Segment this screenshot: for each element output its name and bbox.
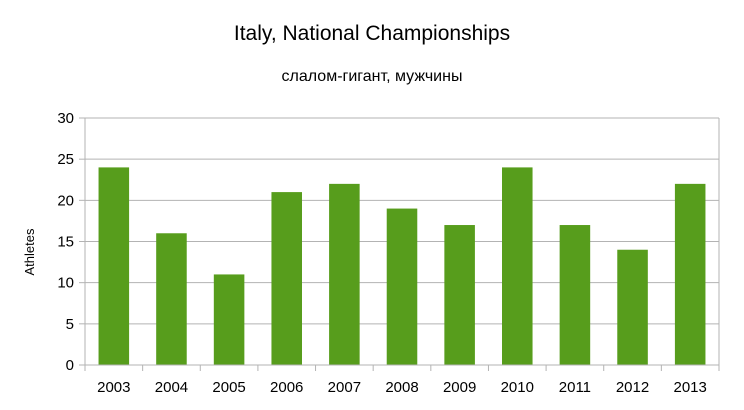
- bar-2003: [98, 167, 130, 365]
- bar-2012: [617, 249, 648, 365]
- bar-2005: [213, 274, 245, 365]
- x-tick-label: 2006: [270, 379, 303, 396]
- x-tick-label: 2005: [212, 379, 245, 396]
- bar-2007: [329, 183, 360, 365]
- y-tick-label: 0: [66, 357, 74, 374]
- x-tick-label: 2004: [155, 379, 188, 396]
- x-tick-label: 2013: [673, 379, 706, 396]
- x-tick-label: 2010: [501, 379, 534, 396]
- bar-2008: [386, 208, 418, 365]
- bar-2006: [271, 192, 303, 365]
- bar-2009: [444, 225, 475, 365]
- y-tick-label: 30: [57, 110, 74, 127]
- y-tick-label: 20: [57, 192, 74, 209]
- bar-2004: [156, 233, 187, 365]
- bar-2013: [674, 183, 706, 365]
- y-tick-label: 10: [57, 275, 74, 292]
- y-tick-label: 25: [57, 151, 74, 168]
- chart-title: Italy, National Championships: [234, 22, 510, 45]
- x-tick-label: 2008: [385, 379, 418, 396]
- x-tick-label: 2007: [328, 379, 361, 396]
- y-tick-label: 5: [66, 316, 74, 333]
- bar-2010: [501, 167, 533, 365]
- x-tick-label: 2009: [443, 379, 476, 396]
- bar-2011: [559, 225, 591, 365]
- x-tick-label: 2003: [97, 379, 130, 396]
- x-tick-label: 2012: [616, 379, 649, 396]
- chart-subtitle: слалом-гигант, мужчины: [282, 68, 463, 85]
- y-tick-label: 15: [57, 234, 74, 251]
- y-axis-title: Athletes: [22, 228, 37, 275]
- x-tick-label: 2011: [559, 379, 591, 396]
- plot-area: 0 5 10 15 20 25 30 2003 2004 2005 2006 2007 2008 2009…: [57, 110, 720, 396]
